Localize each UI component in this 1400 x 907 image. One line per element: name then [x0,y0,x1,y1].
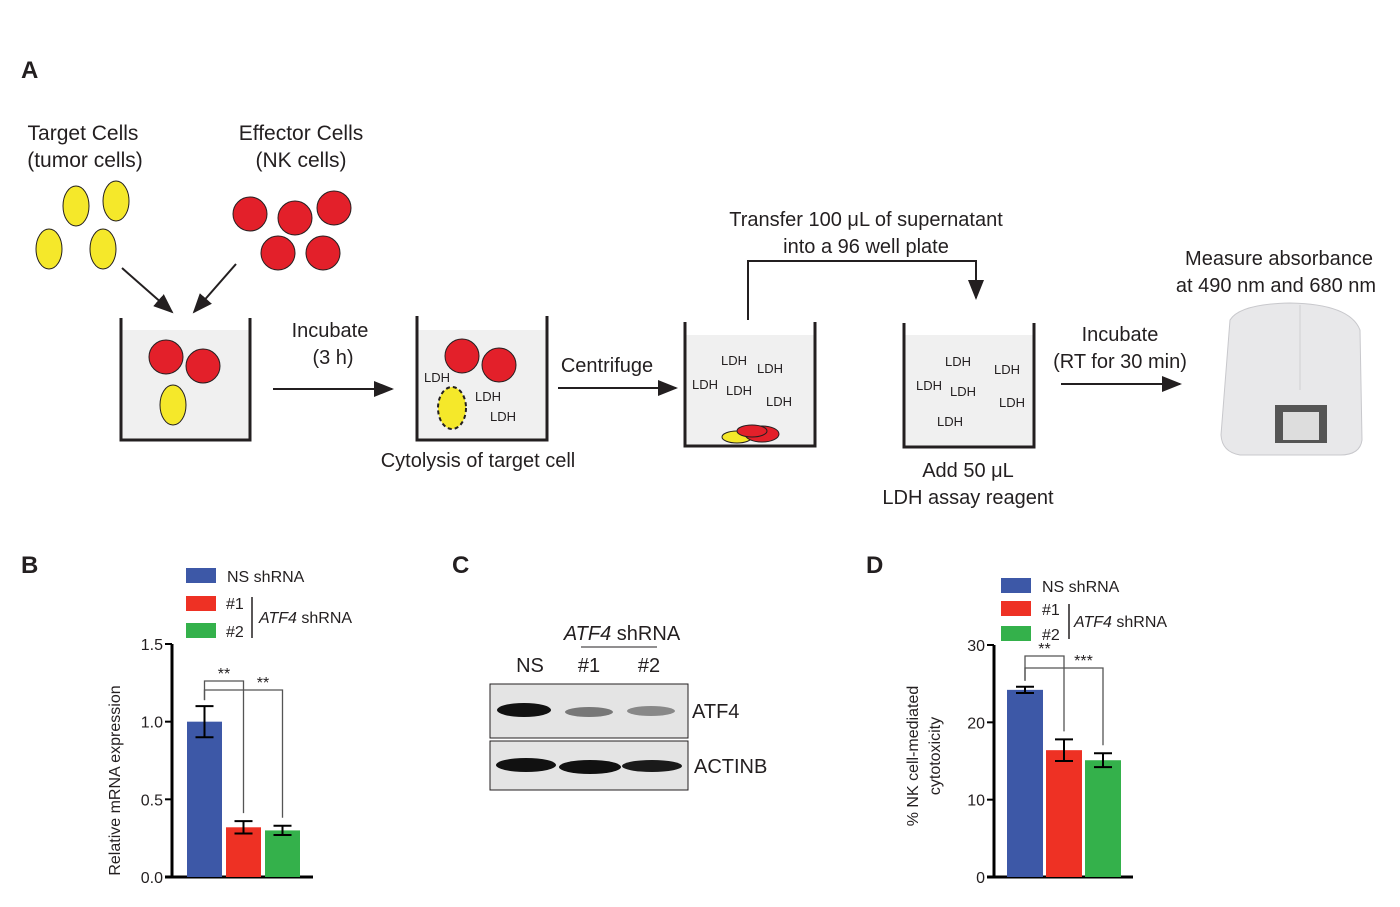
blot-title: ATF4 shRNA [563,623,681,645]
blot-label-actinb: ACTINB [694,756,767,778]
incubate-label: Incubate [292,320,369,342]
error-bar [195,705,214,739]
y-tick-label: 10 [967,793,985,810]
panel-label-c: C [452,552,469,579]
transfer-arrow-icon [747,260,984,320]
y-tick-label: 30 [967,638,985,655]
blot-atf4-image [489,683,689,739]
ldh-label: LDH [475,389,501,404]
target-cells-label: Target Cells [28,122,139,145]
y-axis-label: Relative mRNA expression [107,685,124,875]
significance-stars: ** [257,675,269,692]
legend-s2: #2 [226,624,244,641]
error-bar [234,820,253,835]
panel-label-d: D [866,552,883,579]
y-tick-label: 1.5 [141,637,163,654]
cytolysis-label: Cytolysis of target cell [381,450,576,472]
effector-cells-sublabel: (NK cells) [255,149,346,172]
ldh-label: LDH [916,378,942,393]
significance-stars: ** [1038,641,1050,658]
legend-ns: NS shRNA [1042,579,1120,596]
incubate2-time: (RT for 30 min) [1053,351,1187,373]
measure-sublabel: at 490 nm and 680 nm [1176,275,1376,297]
legend-atf4: ATF4 shRNA [258,610,352,627]
ldh-label: LDH [937,414,963,429]
y-tick-label: 0.5 [141,792,163,809]
arrow-icon [192,263,237,314]
bar [1085,760,1121,877]
well-3-icon [683,322,817,448]
y-axis-label: cytotoxicity [927,717,944,795]
add-reagent-label: Add 50 μL [922,460,1014,482]
add-reagent-sublabel: LDH assay reagent [882,487,1054,509]
arrow-icon [121,267,174,314]
significance-bracket [1024,667,1104,746]
ldh-label: LDH [424,370,450,385]
legend-d: NS shRNA #1 #2 ATF4 shRNA [1001,578,1167,644]
ldh-label: LDH [994,362,1020,377]
centrifuge-label: Centrifuge [561,355,653,377]
bar [1046,750,1082,877]
measure-label: Measure absorbance [1185,248,1373,270]
blot-label-atf4: ATF4 [692,701,739,723]
error-bar [1055,738,1073,762]
legend-s1: #1 [1042,602,1060,619]
bar [187,721,222,877]
panel-label-a: A [21,57,38,84]
significance-stars: ** [218,666,230,683]
lane-2: #2 [638,655,660,677]
y-axis-label: % NK cell-mediated [905,686,922,827]
bar [226,827,261,877]
significance-stars: *** [1074,653,1093,670]
incubate2-label: Incubate [1082,324,1159,346]
effector-cells-label: Effector Cells [239,122,364,145]
y-tick-label: 0 [976,870,985,887]
ldh-label: LDH [766,394,792,409]
well-2-icon [415,316,549,442]
ldh-label: LDH [721,353,747,368]
legend-b: NS shRNA #1 #2 ATF4 shRNA [186,568,352,641]
target-cells-sublabel: (tumor cells) [27,149,143,172]
incubate-time: (3 h) [312,347,353,369]
panel-label-b: B [21,552,38,579]
legend-ns: NS shRNA [227,569,305,586]
chart-b: 0.0 0.5 1.0 1.5 ** ** Relative mRNA expression [107,637,313,887]
ldh-label: LDH [490,409,516,424]
y-tick-label: 20 [967,715,985,732]
plate-reader-icon [1220,302,1363,456]
ldh-label: LDH [999,395,1025,410]
blot-actinb-image [489,740,689,791]
y-tick-label: 0.0 [141,870,163,887]
effector-cells-icon [232,190,352,271]
ldh-label: LDH [945,354,971,369]
legend-s2: #2 [1042,627,1060,644]
ldh-label: LDH [757,361,783,376]
bar [265,830,300,877]
legend-atf4: ATF4 shRNA [1073,614,1167,631]
error-bar [1094,752,1112,769]
ldh-label: LDH [950,384,976,399]
well-4-icon [902,323,1036,449]
legend-s1: #1 [226,596,244,613]
lane-1: #1 [578,655,600,677]
y-tick-label: 1.0 [141,715,163,732]
transfer-label: Transfer 100 μL of supernatant [729,209,1003,231]
significance-bracket [203,689,284,818]
target-cells-icon [35,180,130,270]
ldh-label: LDH [692,377,718,392]
ldh-label: LDH [726,383,752,398]
bar [1007,689,1043,877]
error-bar [1016,685,1034,694]
well-1-icon [119,318,252,442]
lane-ns: NS [516,655,544,677]
transfer-sublabel: into a 96 well plate [783,236,949,258]
error-bar [273,824,292,837]
